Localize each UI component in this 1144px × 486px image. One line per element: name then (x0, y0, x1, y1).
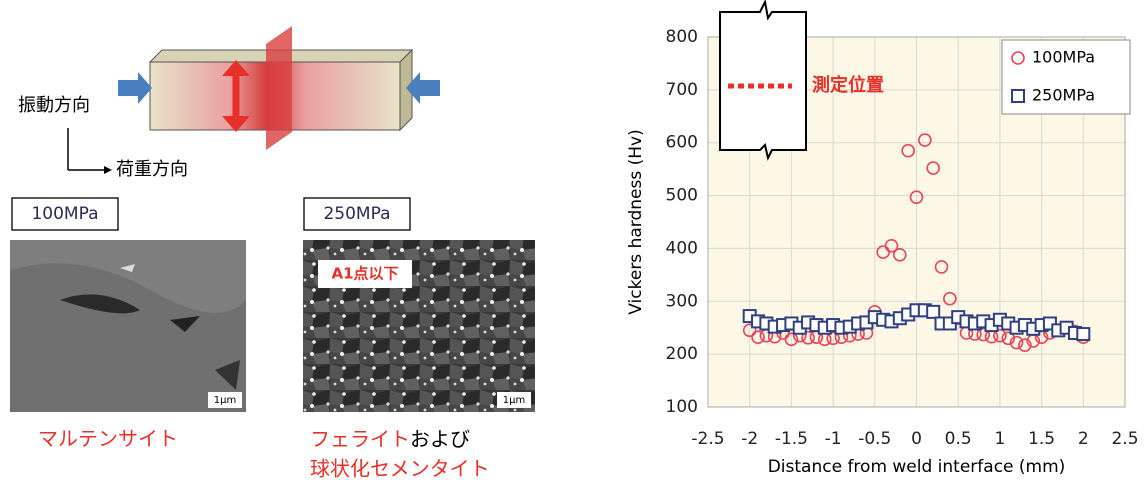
x-tick-label: -2 (741, 429, 758, 449)
x-tick-label: 2.5 (1111, 429, 1138, 449)
x-tick-label: 1.5 (1028, 429, 1055, 449)
y-tick-label: 100 (666, 397, 698, 417)
data-point (918, 133, 932, 147)
legend-label: 250MPa (1032, 86, 1095, 105)
y-tick-label: 800 (666, 27, 698, 47)
y-tick-label: 200 (666, 344, 698, 364)
data-point (993, 328, 1007, 343)
data-point (893, 247, 907, 262)
legend-marker (1011, 51, 1025, 65)
data-point (976, 327, 991, 342)
vibration-label: 振動方向 (18, 95, 90, 116)
data-point (926, 161, 940, 175)
data-point (1018, 338, 1032, 352)
beam-diagram: 振動方向 荷重方向 (18, 26, 440, 180)
x-tick-label: -1 (825, 429, 842, 449)
data-point (742, 323, 757, 338)
load-label: 荷重方向 (116, 159, 188, 180)
y-axis-label: Vickers hardness (Hv) (626, 129, 646, 314)
data-point (901, 143, 915, 158)
micrograph: 250MPa A1点以下 1μm フェライトおよび 球状化セメンタイト (303, 197, 535, 481)
legend-label: 100MPa (1032, 48, 1095, 67)
x-tick-label: 2 (1078, 429, 1089, 449)
x-tick-label: 1 (994, 429, 1005, 449)
data-point (943, 291, 957, 306)
x-axis-label: Distance from weld interface (mm) (768, 457, 1066, 477)
y-tick-label: 500 (666, 186, 698, 206)
specimen-sketch (719, 0, 807, 161)
x-tick-label: -1.5 (775, 429, 808, 449)
caption: マルテンサイト (38, 427, 178, 451)
y-tick-label: 700 (666, 80, 698, 100)
note: A1点以下 (331, 265, 398, 283)
plot-border (707, 36, 1126, 408)
x-tick-label: -0.5 (858, 429, 891, 449)
data-point (909, 190, 924, 204)
data-point (934, 260, 949, 274)
annotation: 測定位置 (812, 74, 884, 96)
data-point (884, 238, 899, 253)
legend-marker (1011, 89, 1025, 103)
x-tick-label: -2.5 (691, 429, 724, 449)
y-tick-label: 600 (666, 133, 698, 153)
x-tick-label: 0 (911, 429, 922, 449)
micrograph-label: 100MPa (31, 204, 98, 224)
caption: 球状化セメンタイト (310, 457, 490, 481)
scale-bar: 1μm (503, 395, 525, 406)
caption: フェライトおよび (310, 427, 470, 451)
data-point (1001, 331, 1016, 346)
y-tick-label: 300 (666, 291, 698, 311)
caption-part: および (410, 427, 470, 451)
data-point (926, 304, 941, 319)
caption-part: フェライト (310, 427, 410, 451)
micrograph: 100MPa 1μm マルテンサイト (10, 197, 246, 451)
x-tick-label: 0.5 (945, 429, 972, 449)
scale-bar: 1μm (214, 395, 236, 406)
data-point (751, 330, 765, 345)
micrograph-label: 250MPa (323, 204, 390, 224)
data-point (1009, 335, 1024, 350)
data-point (826, 331, 840, 346)
y-tick-label: 400 (666, 238, 698, 258)
data-point (801, 330, 815, 345)
data-point (784, 332, 799, 347)
data-point (1076, 327, 1091, 342)
